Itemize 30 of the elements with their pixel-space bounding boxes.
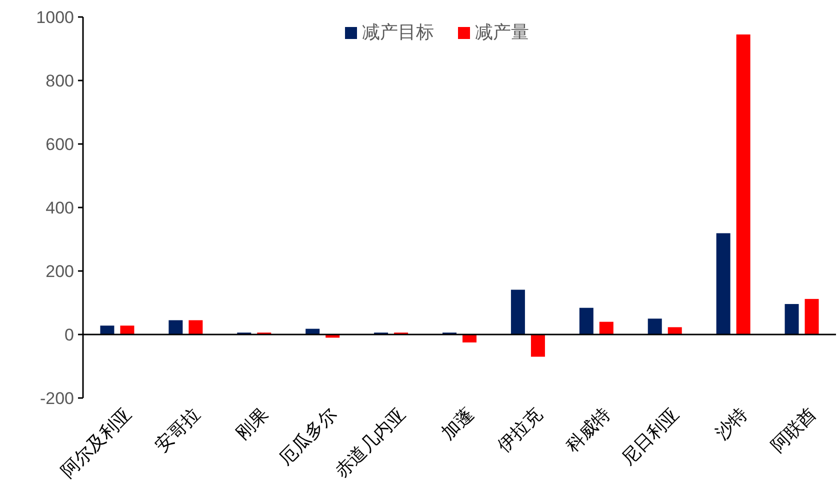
bar: [510, 290, 525, 334]
x-tick-label: 安哥拉: [151, 404, 204, 456]
x-tick-label: 科威特: [562, 404, 614, 456]
x-tick-label: 加蓬: [438, 404, 478, 444]
bar: [716, 233, 730, 334]
bar: [668, 327, 682, 334]
bar: [599, 322, 614, 334]
x-tick-label: 刚果: [232, 404, 272, 444]
bar: [736, 34, 750, 334]
bar: [784, 304, 799, 334]
bar: [100, 326, 114, 334]
x-tick-label: 沙特: [712, 404, 752, 444]
bar: [120, 326, 134, 334]
x-tick-label: 阿联酋: [767, 404, 820, 456]
bar: [804, 298, 819, 334]
y-tick-label: 400: [46, 198, 74, 218]
x-tick-label: 尼日利亚: [618, 404, 683, 469]
y-tick-label: 600: [46, 135, 74, 154]
bar: [188, 320, 203, 334]
bar: [168, 320, 183, 334]
bar: [579, 308, 594, 334]
bar: [530, 334, 545, 357]
x-tick-label: 伊拉克: [494, 404, 546, 456]
y-tick-label: 800: [46, 72, 74, 90]
y-tick-label: 0: [64, 326, 74, 344]
y-tick-label: 1000: [36, 8, 74, 27]
legend-label: 减产目标: [362, 22, 434, 42]
legend-label: 减产量: [475, 22, 529, 42]
y-tick-label: 200: [46, 262, 74, 281]
bar: [648, 318, 662, 334]
